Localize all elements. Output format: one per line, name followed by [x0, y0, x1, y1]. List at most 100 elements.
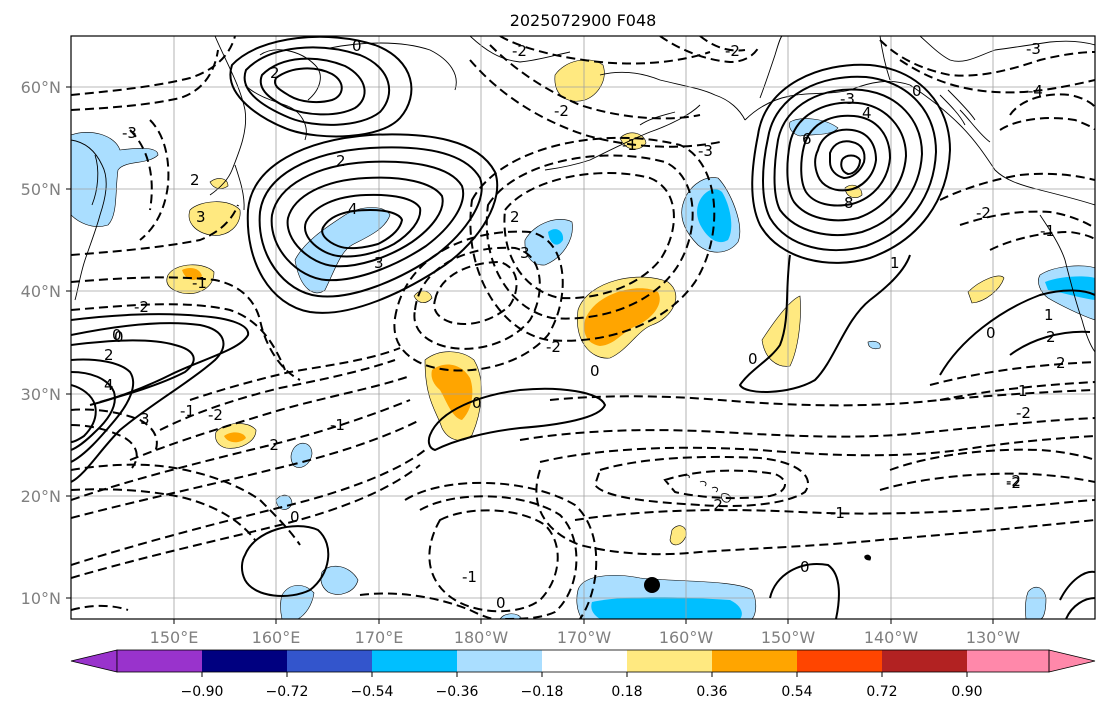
contour-label: 2	[1056, 354, 1066, 372]
contour-line	[899, 59, 1095, 94]
contour-label: -2	[554, 102, 569, 120]
negative-anomaly-patch	[1025, 586, 1047, 619]
longitude-labels: 150°E 160°E 170°E 180°W 170°W 160°W 150°…	[150, 628, 1021, 647]
colorbar-tick-label: −0.54	[351, 684, 394, 700]
hawaii-islands	[684, 474, 731, 503]
contour-line	[814, 128, 878, 192]
colorbar-tick-label: 0.18	[611, 684, 642, 700]
coastline	[544, 104, 701, 171]
contour-label: -2	[134, 298, 149, 316]
contour-line	[751, 63, 952, 264]
colorbar-bin	[712, 650, 797, 672]
contour-line	[829, 140, 866, 180]
contour-line	[71, 204, 239, 256]
contour-label: 4	[104, 376, 114, 394]
lat-tick-label: 40°N	[21, 282, 61, 301]
contour-line	[889, 448, 1095, 471]
contour-line	[246, 133, 499, 314]
contour-line	[71, 49, 219, 111]
contour-label: 2	[1046, 328, 1056, 346]
coastline	[864, 554, 871, 561]
negative-anomaly-patch	[548, 229, 564, 245]
contour-line	[773, 88, 924, 236]
contour-label: 0	[290, 508, 300, 526]
contour-label: 2	[336, 152, 346, 170]
lon-tick-label: 150°W	[761, 628, 816, 647]
positive-anomaly-patch	[844, 184, 863, 198]
contour-label: 0	[496, 594, 506, 612]
contour-label: 2	[270, 64, 280, 82]
contour-label: -2	[1006, 472, 1021, 490]
coastline	[639, 111, 676, 126]
contour-label: -2	[208, 406, 223, 424]
contour-line	[71, 276, 301, 381]
contour-line	[549, 389, 1095, 407]
contour-line	[999, 117, 1095, 131]
contour-label: 2	[104, 346, 114, 364]
colorbar-extend-high	[1048, 649, 1096, 673]
positive-anomaly-patch	[224, 432, 246, 443]
contour-label: 0	[114, 328, 124, 346]
contour-line	[1009, 330, 1091, 356]
lon-tick-label: 170°E	[355, 628, 404, 647]
contour-line	[959, 210, 1095, 229]
colorbar-bin	[797, 650, 882, 672]
contour-label: -1	[192, 274, 207, 292]
contour-line	[499, 36, 711, 65]
contour-label: -1	[1040, 222, 1055, 240]
contour-label: 6	[802, 130, 812, 148]
contour-line	[939, 381, 1095, 401]
contour-line	[519, 417, 1095, 441]
contour-line	[71, 488, 256, 541]
lat-tick-label: 20°N	[21, 487, 61, 506]
coastline	[744, 80, 911, 121]
contour-line	[786, 101, 908, 222]
colorbar-tick-label: 0.72	[866, 684, 897, 700]
contour-line	[129, 375, 411, 461]
colorbar-tick-label: −0.90	[181, 684, 224, 700]
map-frame	[70, 35, 1096, 620]
contour-labels: 0 2 2 4 3 3 2 -2 -2 -1 -2 -3 -3 2 3 4 6 …	[104, 37, 1066, 612]
contour-line	[321, 208, 404, 250]
coastlines	[71, 36, 1095, 561]
contour-line	[71, 313, 250, 406]
contour-label: 0	[590, 362, 600, 380]
lon-tick-label: 160°W	[659, 628, 714, 647]
lat-tick-label: 10°N	[21, 589, 61, 608]
positive-contours	[71, 36, 1095, 619]
contour-line	[243, 46, 391, 126]
contour-label: -2	[546, 338, 561, 356]
contour-line	[270, 160, 465, 282]
contour-label: -2	[1006, 474, 1021, 492]
contour-line	[939, 289, 1095, 376]
contour-label: 2	[190, 171, 200, 189]
colorbar-bin	[627, 650, 712, 672]
contour-line	[71, 604, 129, 611]
contour-line	[738, 254, 911, 393]
contour-label: 1	[1018, 382, 1028, 400]
lat-tick-label: 30°N	[21, 385, 61, 404]
contour-line	[258, 146, 483, 298]
contour-label: -3	[840, 90, 855, 108]
contour-line	[359, 592, 496, 619]
contour-line	[469, 59, 721, 148]
coastline	[909, 84, 1095, 206]
contour-line	[428, 509, 559, 613]
contour-label: -2	[725, 42, 740, 60]
contour-line	[535, 469, 1095, 556]
contour-line	[469, 136, 716, 342]
contour-label: -2	[264, 436, 279, 454]
contour-label: 1	[1044, 306, 1054, 324]
colorbar-extend-low	[70, 649, 118, 673]
contour-label: -1	[830, 504, 845, 522]
contour-line	[427, 387, 607, 452]
positive-anomaly-patch	[761, 295, 801, 367]
contour-label: 8	[844, 194, 854, 212]
negative-anomaly-patch	[320, 565, 359, 595]
coastline	[244, 84, 307, 141]
coastline	[329, 42, 457, 91]
contour-line	[304, 193, 422, 258]
contour-line	[1009, 93, 1095, 116]
contour-line	[593, 455, 809, 508]
positive-anomaly-patch	[188, 201, 241, 236]
